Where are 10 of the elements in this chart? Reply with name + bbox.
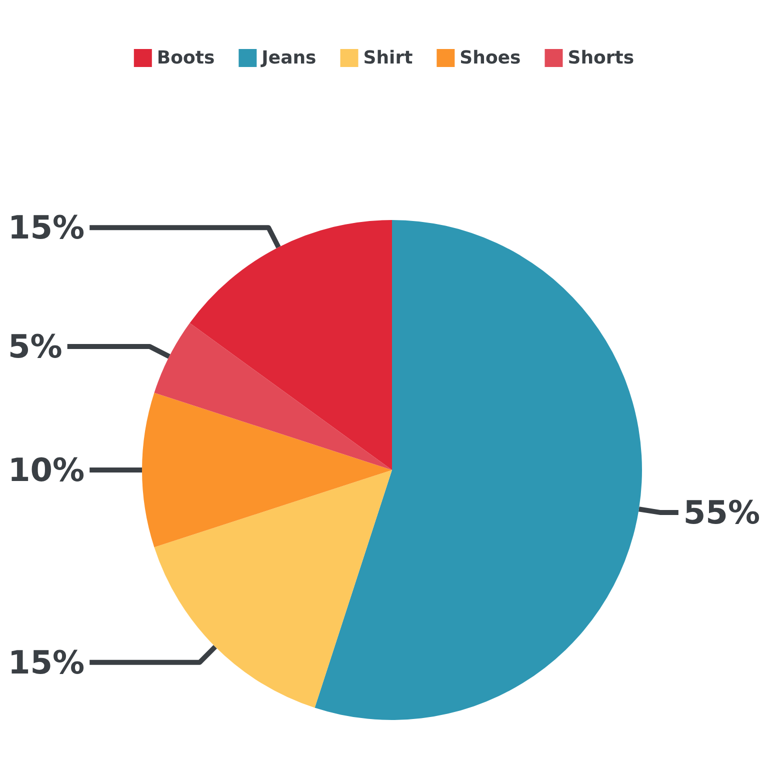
legend-label: Shorts [568,48,634,68]
data-label: 5% [8,328,62,366]
data-label: 55% [683,494,760,532]
legend-label: Shirt [363,48,414,68]
legend-label: Jeans [260,48,316,68]
data-label: 15% [8,643,85,682]
legend-label: Boots [156,48,215,68]
data-label: 10% [8,451,85,489]
legend-label: Shoes [460,48,521,68]
data-label: 15% [8,208,85,247]
